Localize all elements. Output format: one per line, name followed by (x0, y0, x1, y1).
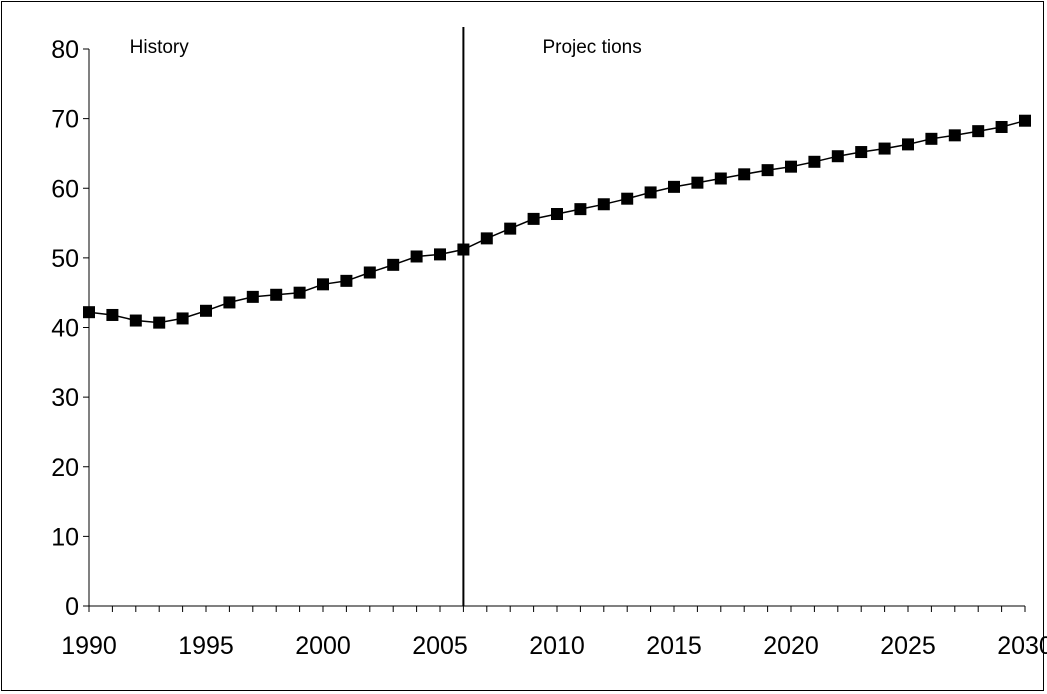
y-tick-label: 50 (51, 245, 79, 273)
data-point-marker (808, 155, 821, 168)
data-point-marker (504, 222, 517, 235)
data-point-marker (387, 258, 400, 271)
x-tick-label: 1995 (178, 632, 234, 660)
data-point-marker (176, 312, 189, 325)
data-point-marker (621, 192, 634, 205)
data-point-marker (129, 314, 142, 327)
data-point-marker (644, 186, 657, 199)
x-tick-label: 2015 (646, 632, 702, 660)
y-tick-label: 10 (51, 523, 79, 551)
data-point-marker (878, 142, 891, 155)
data-point-marker (855, 146, 868, 159)
x-tick-label: 2025 (880, 632, 936, 660)
annotation-label: Projec tions (542, 37, 641, 58)
data-point-marker (691, 176, 704, 189)
y-tick-label: 0 (65, 593, 79, 621)
data-point-marker (948, 129, 961, 142)
data-point-marker (714, 172, 727, 185)
y-tick-label: 20 (51, 454, 79, 482)
annotation-label: History (130, 37, 190, 58)
data-point-marker (785, 160, 797, 173)
y-tick-label: 80 (51, 36, 79, 64)
data-point-marker (363, 266, 376, 279)
data-point-marker (925, 132, 938, 145)
x-tick-label: 2020 (763, 632, 819, 660)
data-point-marker (480, 232, 493, 245)
x-tick-label: 2010 (529, 632, 585, 660)
data-point-marker (761, 164, 774, 177)
data-point-marker (223, 296, 236, 309)
y-tick-label: 60 (51, 175, 79, 203)
x-tick-label: 1990 (61, 632, 117, 660)
data-point-marker (668, 180, 680, 193)
data-point-marker (738, 168, 751, 181)
annotations: History Projec tions (130, 37, 642, 58)
y-tick-label: 30 (51, 384, 79, 412)
data-point-marker (1019, 114, 1031, 127)
x-tick-label: 2030 (997, 632, 1047, 660)
y-axis-ticks: 0 10 20 30 40 50 60 70 80 (51, 36, 89, 621)
y-tick-label: 70 (51, 106, 79, 134)
x-tick-label: 2005 (412, 632, 468, 660)
data-point-marker (574, 203, 587, 216)
data-point-marker (293, 286, 306, 299)
data-point-marker (200, 304, 212, 317)
series (83, 114, 1031, 329)
data-point-marker (457, 243, 470, 256)
data-point-marker (270, 288, 283, 301)
x-tick-label: 2000 (295, 632, 351, 660)
data-point-marker (597, 198, 610, 211)
data-point-marker (902, 138, 914, 151)
data-point-marker (434, 248, 446, 261)
data-point-marker (246, 290, 259, 303)
data-point-marker (410, 250, 423, 263)
x-axis-ticks: 1990 1995 2000 2005 2010 2015 2020 2025 2030 (61, 606, 1047, 660)
data-point-marker (106, 308, 119, 321)
data-point-marker (527, 212, 540, 225)
data-point-marker (551, 208, 563, 221)
data-point-marker (995, 120, 1008, 133)
y-tick-label: 40 (51, 315, 79, 343)
data-point-marker (83, 306, 95, 319)
data-point-marker (831, 150, 844, 163)
data-point-marker (972, 125, 985, 138)
axes (88, 49, 1025, 607)
data-point-marker (317, 278, 329, 291)
data-point-marker (153, 316, 166, 329)
data-point-marker (340, 274, 353, 287)
